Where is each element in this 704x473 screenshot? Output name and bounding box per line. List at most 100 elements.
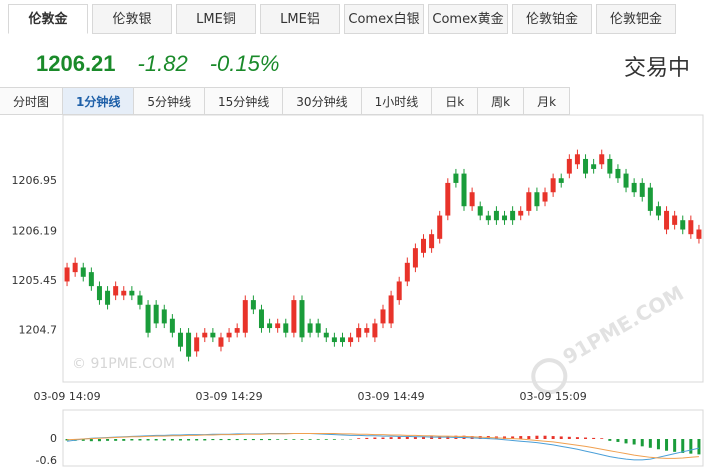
price: 1206.21 — [36, 51, 116, 76]
candle-body — [153, 304, 159, 324]
macd-bar — [251, 439, 255, 441]
candle-body — [250, 300, 256, 310]
candle-body — [639, 182, 645, 197]
itab[interactable]: 伦敦金 — [8, 4, 88, 34]
macd-bar — [648, 439, 652, 448]
ptab[interactable]: 1分钟线 — [62, 87, 135, 115]
candle-body — [121, 290, 127, 296]
candle-body — [145, 304, 151, 333]
ptab[interactable]: 分时图 — [0, 87, 64, 115]
change-pct: -0.15% — [209, 51, 280, 76]
macd-bar — [178, 439, 182, 441]
macd-bar — [300, 439, 304, 440]
macd-bar — [324, 439, 328, 440]
macd-bar — [365, 437, 369, 439]
x-tick-label: 03-09 15:09 — [520, 390, 587, 403]
macd-bar — [276, 439, 280, 440]
y-tick-label: 1204.7 — [19, 324, 58, 337]
candle-body — [615, 168, 621, 179]
candle-body — [574, 154, 580, 165]
macd-bar — [389, 437, 393, 439]
macd-bar — [211, 439, 215, 441]
itab[interactable]: LME铜 — [176, 4, 256, 34]
candle-body — [396, 281, 402, 301]
candle-body — [331, 337, 337, 343]
candle-body — [234, 328, 240, 333]
candle-body — [599, 154, 605, 165]
y-tick-label: 1206.19 — [12, 225, 58, 238]
candle-body — [372, 323, 378, 338]
candle-body — [169, 318, 175, 333]
candle-body — [631, 182, 637, 193]
macd-bar — [681, 439, 685, 453]
candle-body — [88, 272, 94, 287]
candle-body — [364, 328, 370, 333]
macd-bar — [106, 439, 110, 441]
ptab[interactable]: 5分钟线 — [133, 87, 206, 115]
candle-body — [542, 192, 548, 202]
macd-bar — [203, 439, 207, 441]
candle-body — [348, 337, 354, 343]
macd-bar — [551, 436, 555, 439]
candle-body — [226, 332, 232, 338]
candle-body — [380, 309, 386, 324]
candle-body — [283, 323, 289, 333]
macd-bar — [608, 439, 612, 441]
quote: 1206.21 -1.82 -0.15% — [36, 50, 279, 78]
ptab[interactable]: 1小时线 — [360, 87, 433, 115]
candle-body — [72, 262, 78, 273]
candle-body — [218, 337, 224, 347]
ptab[interactable]: 15分钟线 — [204, 87, 284, 115]
status: 交易中 — [623, 56, 690, 81]
candle-body — [275, 323, 281, 329]
candle-body — [113, 286, 119, 296]
instrument-tabs: 伦敦金 伦敦银 LME铜 LME铝 Comex白银 Comex黄金 伦敦铂金 伦敦钯金 — [8, 4, 676, 34]
candle-body — [421, 238, 427, 253]
ptab[interactable]: 月k — [523, 87, 571, 115]
macd-line — [66, 433, 700, 461]
macd-bar — [81, 439, 85, 441]
itab[interactable]: 伦敦钯金 — [596, 4, 676, 34]
candle-body — [64, 267, 70, 282]
itab[interactable]: 伦敦铂金 — [512, 4, 592, 34]
macd-bar — [130, 439, 134, 441]
macd-bar — [235, 439, 239, 441]
candle-body — [469, 192, 475, 207]
macd-bar — [413, 436, 417, 439]
candle-body — [339, 337, 345, 343]
macd-bar — [640, 439, 644, 447]
candle-body — [315, 323, 321, 333]
itab[interactable]: Comex黄金 — [428, 4, 508, 34]
candle-body — [299, 300, 305, 338]
macd-line — [67, 433, 699, 459]
macd-bar — [673, 439, 677, 452]
ptab[interactable]: 日k — [431, 87, 479, 115]
candle-body — [485, 215, 491, 221]
itab[interactable]: 伦敦银 — [92, 4, 172, 34]
candle-body — [429, 234, 435, 249]
candle-body — [518, 210, 524, 216]
candle-body — [129, 290, 135, 296]
macd-bar — [519, 436, 523, 439]
itab[interactable]: Comex白银 — [344, 4, 424, 34]
period-tabs: 分时图 1分钟线 5分钟线 15分钟线 30分钟线 1小时线 日k 周k 月k — [0, 87, 571, 115]
candle-body — [210, 332, 216, 338]
ptab[interactable]: 30分钟线 — [282, 87, 362, 115]
candle-body — [194, 337, 200, 352]
macd-bar — [97, 439, 101, 442]
candle-body — [267, 323, 273, 329]
candle-body — [672, 215, 678, 225]
candle-body — [526, 192, 532, 211]
macd-bar — [559, 436, 563, 439]
itab[interactable]: LME铝 — [260, 4, 340, 34]
candle-body — [356, 328, 362, 338]
candle-body — [437, 215, 443, 239]
candle-body — [453, 173, 459, 183]
x-tick-label: 03-09 14:09 — [33, 390, 100, 403]
ptab[interactable]: 周k — [477, 87, 525, 115]
candle-body — [550, 178, 556, 193]
macd-bar — [114, 439, 118, 441]
macd-bar — [316, 439, 320, 440]
macd-bar — [575, 437, 579, 439]
macd-bar — [195, 439, 199, 441]
